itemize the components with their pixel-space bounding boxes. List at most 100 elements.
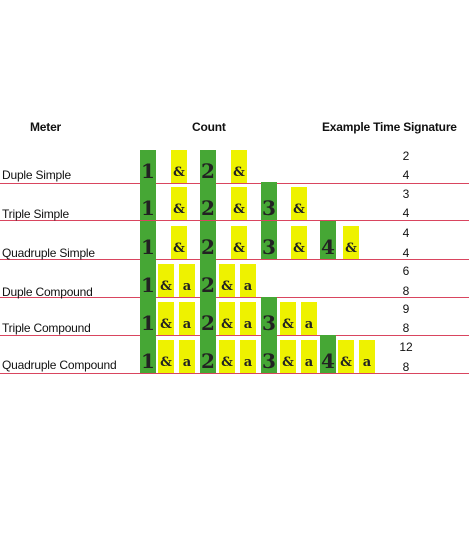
subdivision-syllable: a	[182, 355, 192, 370]
subdivision-cell: a	[240, 340, 256, 373]
beat-number: 2	[201, 196, 215, 220]
subdivision-syllable: &	[160, 317, 172, 332]
subdivision-cell: &	[171, 187, 187, 220]
subdivision-cell: &	[171, 150, 187, 183]
subdivision-cell: &	[338, 340, 354, 373]
row-divider	[0, 183, 469, 184]
beat-number: 4	[321, 235, 335, 259]
subdivision-syllable: &	[293, 241, 305, 256]
beat-number: 1	[141, 349, 155, 373]
subdivision-cell: &	[219, 340, 235, 373]
meter-label-triple-compound: Triple Compound	[2, 321, 91, 335]
beat-number: 2	[201, 273, 215, 297]
time-signature-bottom: 8	[402, 321, 410, 335]
beat-cell: 2	[200, 182, 216, 220]
subdivision-syllable: a	[304, 355, 314, 370]
beat-number: 2	[201, 311, 215, 335]
subdivision-cell: &	[219, 264, 235, 297]
row-divider	[0, 335, 469, 336]
subdivision-cell: a	[240, 302, 256, 335]
subdivision-cell: &	[158, 340, 174, 373]
beat-number: 3	[262, 235, 276, 259]
meter-label-duple-simple: Duple Simple	[2, 168, 71, 182]
beat-cell: 3	[261, 335, 277, 373]
subdivision-cell: a	[179, 340, 195, 373]
meter-label-quadruple-compound: Quadruple Compound	[2, 358, 117, 372]
subdivision-syllable: &	[173, 241, 185, 256]
subdivision-cell: &	[231, 150, 247, 183]
time-signature-bottom: 8	[402, 284, 410, 298]
subdivision-syllable: &	[282, 317, 294, 332]
meter-column-header: Meter	[30, 120, 62, 134]
row-divider	[0, 373, 469, 374]
subdivision-syllable: a	[243, 355, 253, 370]
subdivision-cell: &	[291, 187, 307, 220]
beat-number: 1	[141, 311, 155, 335]
beat-cell: 4	[320, 221, 336, 259]
subdivision-syllable: &	[173, 165, 185, 180]
beat-number: 2	[201, 349, 215, 373]
time-signature-top: 3	[402, 187, 410, 201]
meter-label-quadruple-simple: Quadruple Simple	[2, 246, 95, 260]
row-divider	[0, 259, 469, 260]
subdivision-cell: &	[171, 226, 187, 259]
meter-label-duple-compound: Duple Compound	[2, 285, 93, 299]
subdivision-syllable: &	[293, 202, 305, 217]
subdivision-syllable: &	[173, 202, 185, 217]
beat-cell: 2	[200, 297, 216, 335]
subdivision-syllable: &	[160, 279, 172, 294]
subdivision-cell: &	[280, 340, 296, 373]
beat-number: 2	[201, 235, 215, 259]
beat-cell: 1	[140, 221, 156, 259]
subdivision-syllable: &	[340, 355, 352, 370]
beat-number: 4	[321, 349, 335, 373]
time-signature-bottom: 4	[402, 168, 410, 182]
subdivision-cell: &	[343, 226, 359, 259]
subdivision-syllable: &	[221, 317, 233, 332]
subdivision-cell: &	[219, 302, 235, 335]
subdivision-syllable: &	[221, 355, 233, 370]
beat-cell: 1	[140, 297, 156, 335]
subdivision-cell: &	[231, 226, 247, 259]
beat-number: 1	[141, 196, 155, 220]
subdivision-cell: a	[179, 264, 195, 297]
beat-cell: 2	[200, 259, 216, 297]
time-signature-top: 2	[402, 149, 410, 163]
beat-number: 2	[201, 159, 215, 183]
beat-cell: 3	[261, 221, 277, 259]
beat-cell: 3	[261, 297, 277, 335]
subdivision-syllable: &	[345, 241, 357, 256]
subdivision-syllable: &	[233, 241, 245, 256]
beat-number: 1	[141, 273, 155, 297]
time-signature-top: 12	[399, 340, 413, 354]
subdivision-syllable: &	[221, 279, 233, 294]
subdivision-cell: a	[240, 264, 256, 297]
subdivision-syllable: a	[182, 279, 192, 294]
subdivision-cell: a	[301, 302, 317, 335]
subdivision-cell: &	[158, 302, 174, 335]
subdivision-cell: &	[291, 226, 307, 259]
beat-number: 3	[262, 311, 276, 335]
time-signature-bottom: 4	[402, 206, 410, 220]
beat-cell: 1	[140, 335, 156, 373]
row-divider	[0, 297, 469, 298]
beat-cell: 2	[200, 150, 216, 183]
time-signature-column-header: Example Time Signature	[322, 120, 457, 134]
beat-number: 1	[141, 235, 155, 259]
time-signature-top: 4	[402, 226, 410, 240]
subdivision-cell: a	[179, 302, 195, 335]
row-divider	[0, 220, 469, 221]
subdivision-syllable: a	[304, 317, 314, 332]
subdivision-syllable: &	[160, 355, 172, 370]
beat-cell: 3	[261, 182, 277, 220]
count-column-header: Count	[192, 120, 226, 134]
subdivision-syllable: a	[362, 355, 372, 370]
beat-cell: 4	[320, 335, 336, 373]
beat-number: 1	[141, 159, 155, 183]
beat-cell: 1	[140, 259, 156, 297]
meter-label-triple-simple: Triple Simple	[2, 207, 69, 221]
time-signature-top: 9	[402, 302, 410, 316]
beat-number: 3	[262, 196, 276, 220]
time-signature-top: 6	[402, 264, 410, 278]
subdivision-cell: &	[231, 187, 247, 220]
